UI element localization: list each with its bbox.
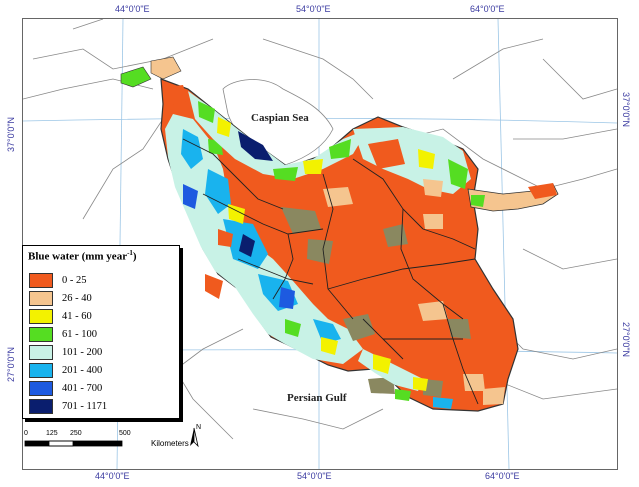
legend-item: 41 - 60 xyxy=(29,308,92,324)
legend-item: 701 - 1171 xyxy=(29,398,108,414)
scale-tick-250: 250 xyxy=(70,430,82,437)
nw-exclave-green xyxy=(120,66,152,88)
legend-label: 101 - 200 xyxy=(62,346,103,358)
west-blue-e xyxy=(313,319,341,344)
southeast-tan xyxy=(483,387,505,405)
legend-title-sup: -1 xyxy=(127,249,133,257)
legend-title-close: ) xyxy=(132,250,137,263)
legend-label: 701 - 1171 xyxy=(62,400,108,412)
legend: Blue water (mm year-1) 0 - 25 26 - 40 41… xyxy=(22,245,180,419)
northeast-green xyxy=(448,159,468,189)
south-coast-yellow xyxy=(373,354,391,374)
northeast-yellow xyxy=(418,149,435,169)
north-green-a xyxy=(198,101,215,123)
north-arrow-label: N xyxy=(196,424,202,431)
north-yellow-b xyxy=(303,159,323,174)
olive-a xyxy=(281,207,321,234)
legend-item: 201 - 400 xyxy=(29,362,103,378)
legend-swatch xyxy=(29,398,53,414)
olive-g xyxy=(423,379,443,397)
legend-swatch xyxy=(29,326,53,342)
coord-bottom-64: 64°0'0"E xyxy=(485,471,520,481)
northeast-orange xyxy=(368,139,405,169)
nw-orange xyxy=(165,85,188,105)
legend-swatch xyxy=(29,272,53,288)
west-blue-b xyxy=(205,169,231,214)
legend-item: 101 - 200 xyxy=(29,344,103,360)
west-blue-a xyxy=(181,129,203,169)
west-orange-b xyxy=(205,274,223,299)
meridian-64 xyxy=(497,19,510,469)
olive-f xyxy=(368,377,395,394)
legend-label: 401 - 700 xyxy=(62,382,103,394)
north-green-c xyxy=(329,139,351,159)
legend-item: 0 - 25 xyxy=(29,272,87,288)
north-green-b xyxy=(273,167,298,181)
legend-item: 26 - 40 xyxy=(29,290,92,306)
legend-swatch xyxy=(29,290,53,306)
legend-title: Blue water (mm year-1) xyxy=(28,249,137,263)
legend-swatch xyxy=(29,308,53,324)
tan-a xyxy=(323,187,353,207)
legend-label: 0 - 25 xyxy=(62,274,87,286)
olive-e xyxy=(448,319,471,339)
legend-swatch xyxy=(29,344,53,360)
east-arm-orange xyxy=(528,183,557,199)
scale-tick-0: 0 xyxy=(24,430,28,437)
province-borders xyxy=(182,138,479,405)
coord-top-44: 44°0'0"E xyxy=(115,4,150,14)
tan-c xyxy=(463,374,485,391)
north-darkblue xyxy=(238,131,273,161)
legend-label: 41 - 60 xyxy=(62,310,92,322)
persian-gulf-label: Persian Gulf xyxy=(287,392,347,404)
legend-item: 61 - 100 xyxy=(29,326,97,342)
west-darkblue-a xyxy=(183,184,198,209)
scale-bar-graphic xyxy=(24,440,123,447)
west-darkblue-b xyxy=(239,234,255,257)
south-coast-yellow-b xyxy=(413,377,428,391)
coord-left-27: 27°0'0"N xyxy=(6,346,16,382)
northeast-tan xyxy=(423,179,443,197)
east-arm-green xyxy=(471,195,485,207)
tan-d xyxy=(423,214,443,229)
coord-bottom-54: 54°0'0"E xyxy=(297,471,332,481)
legend-title-text: Blue water (mm year xyxy=(28,250,128,263)
west-yellow-b xyxy=(321,337,338,355)
coord-bottom-44: 44°0'0"E xyxy=(95,471,130,481)
coord-top-54: 54°0'0"E xyxy=(296,4,331,14)
olive-c xyxy=(343,314,375,341)
olive-b xyxy=(307,239,333,264)
legend-label: 26 - 40 xyxy=(62,292,92,304)
legend-item: 401 - 700 xyxy=(29,380,103,396)
south-coast-green xyxy=(395,389,411,401)
west-orange-a xyxy=(218,229,233,247)
nw-exclave-tan xyxy=(150,56,182,80)
legend-swatch xyxy=(29,362,53,378)
north-yellow-a xyxy=(217,117,231,137)
west-green-b xyxy=(285,319,301,337)
south-coast-blue xyxy=(433,397,453,409)
caspian-sea-label: Caspian Sea xyxy=(251,112,309,124)
scale-tick-125: 125 xyxy=(46,430,58,437)
north-strip xyxy=(188,91,368,179)
coord-top-64: 64°0'0"E xyxy=(470,4,505,14)
legend-label: 201 - 400 xyxy=(62,364,103,376)
north-arrow: N xyxy=(188,424,204,448)
north-arrow-icon xyxy=(190,427,199,448)
coord-right-27: 27°0'0"N xyxy=(621,322,631,358)
tan-b xyxy=(418,301,448,321)
legend-label: 61 - 100 xyxy=(62,328,97,340)
legend-swatch xyxy=(29,380,53,396)
scale-tick-500: 500 xyxy=(119,430,131,437)
coord-left-37: 37°0'0"N xyxy=(6,116,16,152)
coord-right-37: 37°0'0"N xyxy=(621,92,631,128)
scale-unit: Kilometers xyxy=(151,439,189,448)
west-darkblue-c xyxy=(279,287,295,309)
